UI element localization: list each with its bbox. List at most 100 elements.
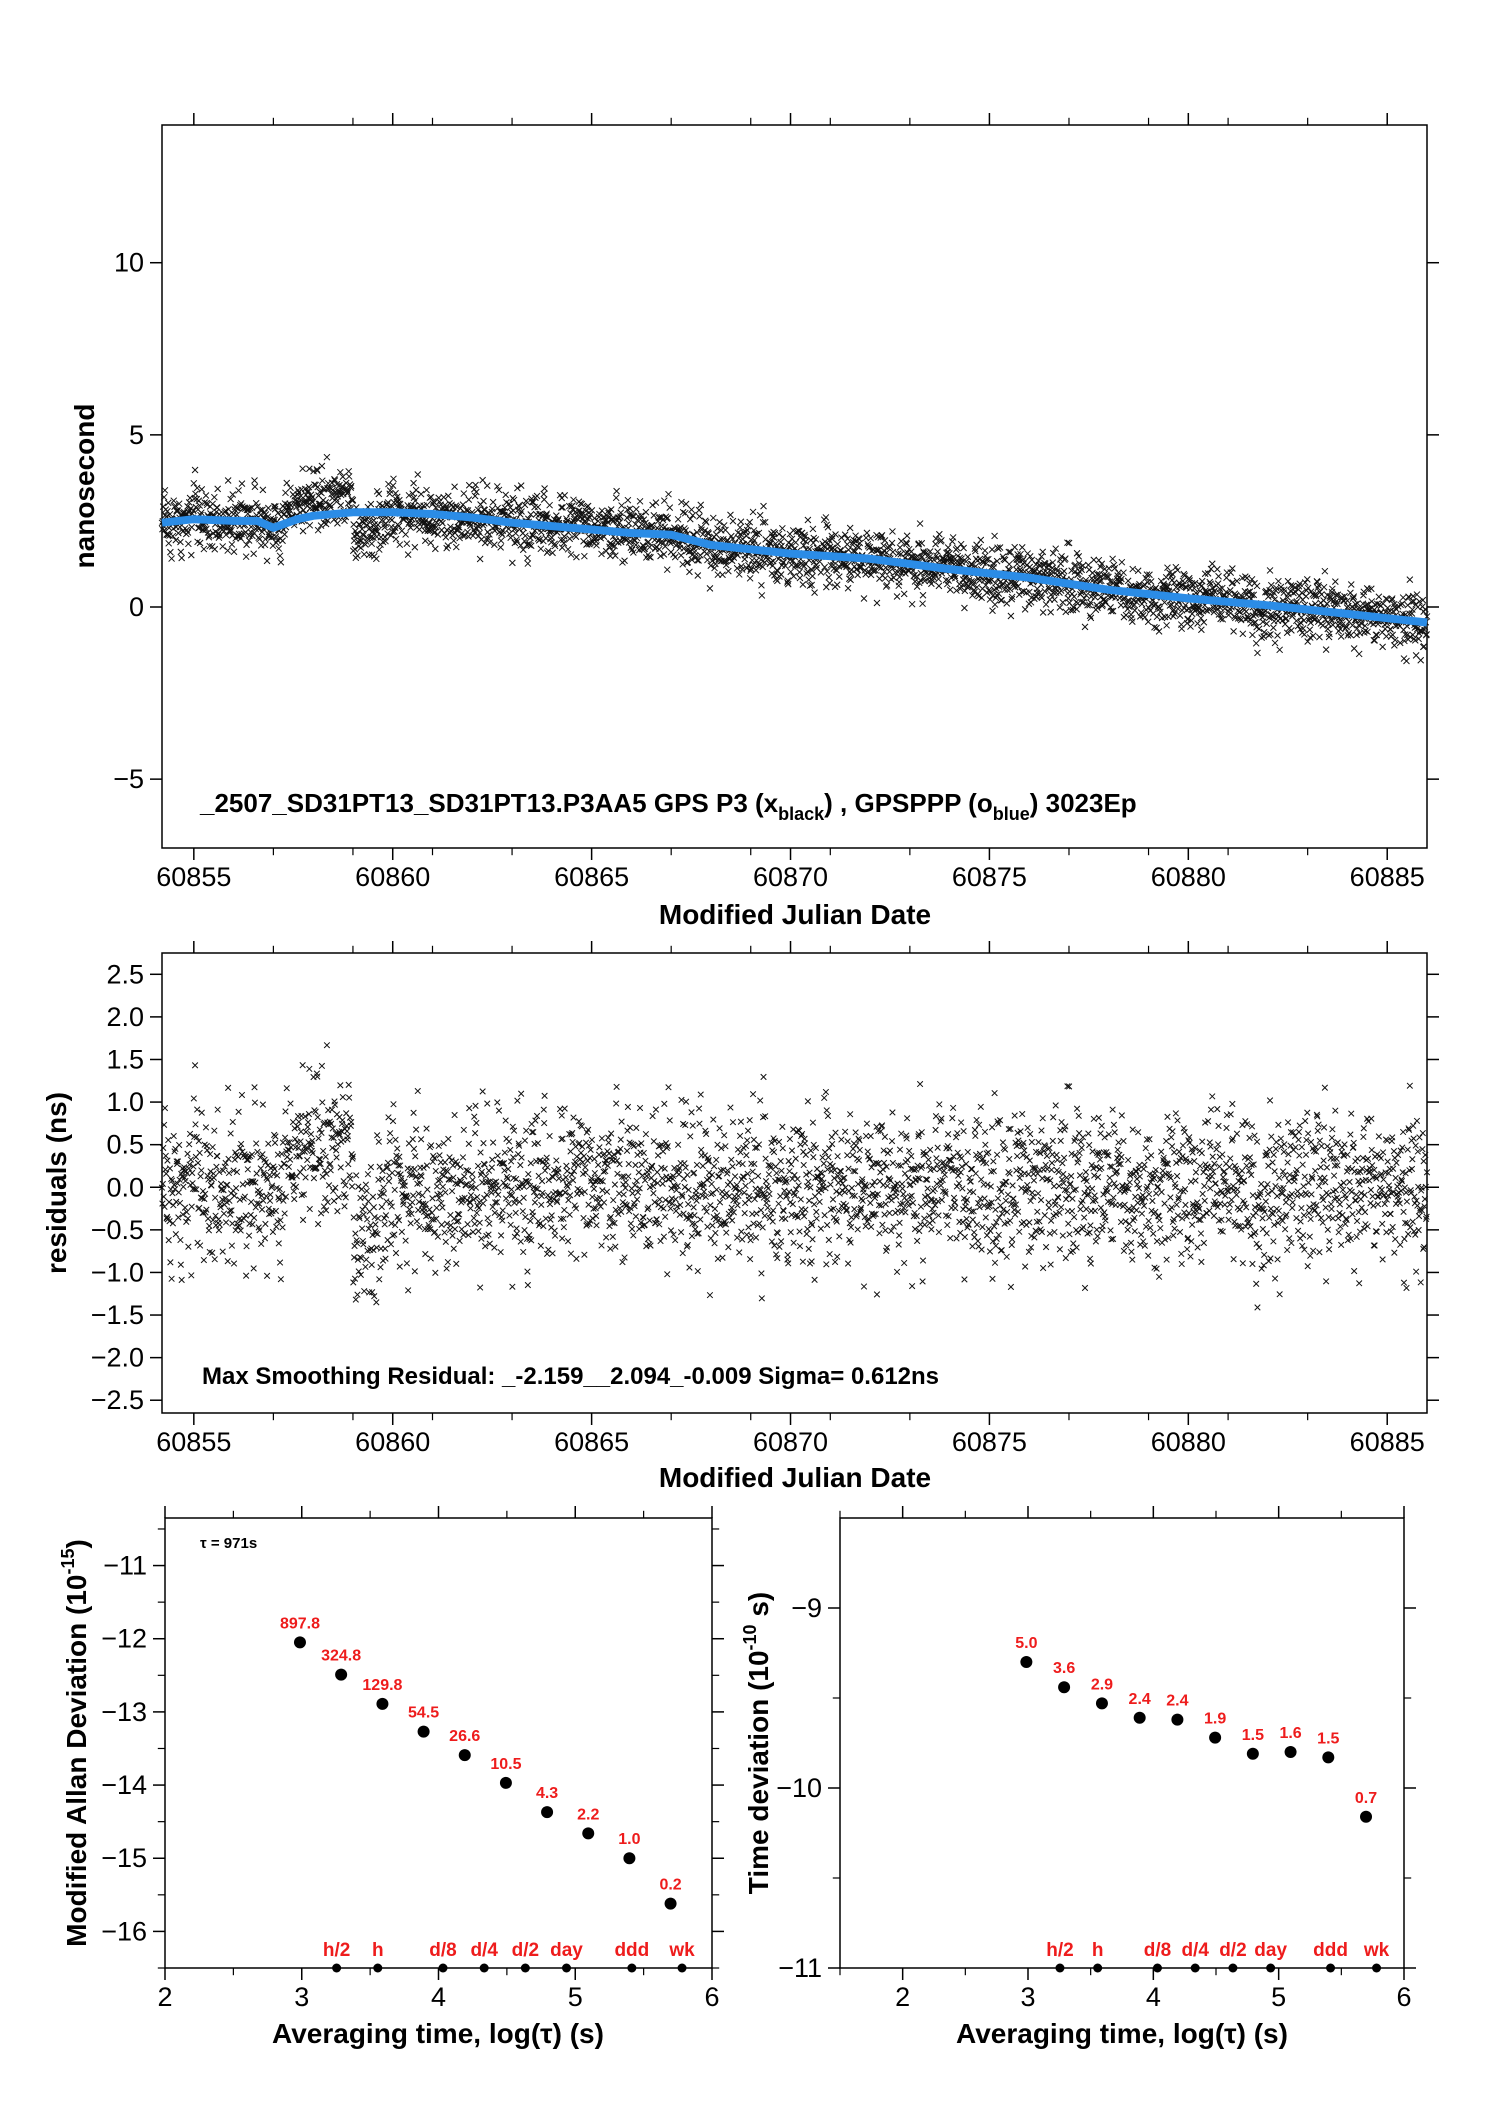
data-point xyxy=(363,1216,371,1223)
data-point xyxy=(197,1173,204,1180)
data-point xyxy=(471,492,479,500)
data-point xyxy=(964,553,972,561)
data-point xyxy=(189,1180,196,1187)
data-point xyxy=(826,579,834,587)
data-point xyxy=(809,525,817,533)
data-point xyxy=(618,502,625,509)
data-point xyxy=(737,518,745,526)
data-point xyxy=(528,498,536,506)
data-point xyxy=(367,1163,375,1171)
data-point xyxy=(794,1175,801,1183)
data-point xyxy=(242,1272,250,1279)
data-point xyxy=(284,503,292,511)
data-point xyxy=(846,1220,853,1227)
data-point xyxy=(901,1259,908,1267)
data-point xyxy=(563,517,571,525)
data-point xyxy=(879,1221,886,1228)
data-point xyxy=(449,1232,456,1239)
data-point xyxy=(713,1186,720,1193)
data-point xyxy=(1337,633,1345,640)
data-point xyxy=(804,516,812,524)
data-point xyxy=(810,1154,817,1161)
data-point xyxy=(761,1212,768,1219)
data-point xyxy=(697,1216,704,1223)
data-point xyxy=(445,1135,452,1143)
data-point xyxy=(558,1112,565,1119)
data-point xyxy=(253,1170,260,1177)
data-point xyxy=(277,558,285,566)
data-point xyxy=(497,1248,504,1256)
data-point xyxy=(377,1264,384,1271)
data-point xyxy=(1187,623,1194,630)
data-point xyxy=(728,1217,736,1224)
data-point xyxy=(1021,605,1029,613)
data-point xyxy=(932,1126,939,1134)
data-point xyxy=(832,1129,839,1136)
data-point xyxy=(200,1256,208,1264)
data-point xyxy=(356,537,364,544)
data-point xyxy=(777,571,785,578)
data-point xyxy=(573,1255,580,1262)
data-point xyxy=(353,531,361,539)
data-point xyxy=(888,1137,896,1145)
data-point xyxy=(353,1172,360,1179)
data-point xyxy=(845,1165,852,1172)
data-point xyxy=(1303,576,1311,583)
data-point xyxy=(812,1144,820,1152)
data-point xyxy=(519,1208,526,1215)
data-point xyxy=(529,531,536,538)
data-point xyxy=(782,1215,789,1223)
data-point xyxy=(592,1212,600,1220)
data-point xyxy=(455,523,463,531)
data-point xyxy=(1141,613,1149,621)
data-point xyxy=(345,467,353,475)
data-point xyxy=(509,1283,516,1290)
data-point xyxy=(354,1291,361,1298)
data-point xyxy=(168,1275,175,1282)
data-point xyxy=(191,466,199,474)
data-point xyxy=(630,1232,637,1239)
data-point xyxy=(473,1209,480,1217)
data-point xyxy=(165,1237,172,1244)
data-point xyxy=(851,1205,858,1213)
data-point xyxy=(211,1127,218,1134)
data-point xyxy=(538,1201,545,1209)
data-point xyxy=(590,1185,598,1192)
data-point xyxy=(524,560,532,567)
data-point xyxy=(387,1241,395,1248)
data-point xyxy=(307,1130,315,1138)
data-point xyxy=(343,1127,351,1135)
data-point xyxy=(512,1209,519,1217)
data-point xyxy=(485,1231,492,1238)
data-point xyxy=(1387,626,1394,633)
data-point xyxy=(381,523,389,531)
data-point xyxy=(286,507,294,514)
data-point xyxy=(919,1162,926,1169)
data-point xyxy=(573,553,580,561)
data-point xyxy=(709,514,717,522)
data-point xyxy=(333,1154,340,1161)
data-point xyxy=(916,520,924,527)
data-point xyxy=(412,1126,420,1133)
data-point xyxy=(817,568,825,576)
x-tick-label: 60855 xyxy=(156,862,231,892)
data-point xyxy=(352,1296,359,1303)
data-point xyxy=(1304,584,1312,592)
data-point xyxy=(596,1144,603,1151)
data-point xyxy=(560,539,568,547)
data-point xyxy=(873,599,881,607)
data-point xyxy=(821,1212,828,1219)
data-point xyxy=(227,495,235,503)
data-point xyxy=(1060,567,1068,575)
data-point xyxy=(1164,564,1171,572)
data-point xyxy=(682,1098,690,1105)
data-point xyxy=(229,1220,236,1227)
data-point xyxy=(165,1136,172,1144)
data-point xyxy=(214,1153,221,1160)
data-point xyxy=(350,521,358,528)
data-point xyxy=(921,1221,928,1228)
data-point xyxy=(678,1096,685,1104)
data-point xyxy=(889,548,897,556)
data-point xyxy=(790,1239,797,1246)
x-tick-labels: 60855 60860 60865 60870 60875 60880 60885 xyxy=(156,862,1424,892)
